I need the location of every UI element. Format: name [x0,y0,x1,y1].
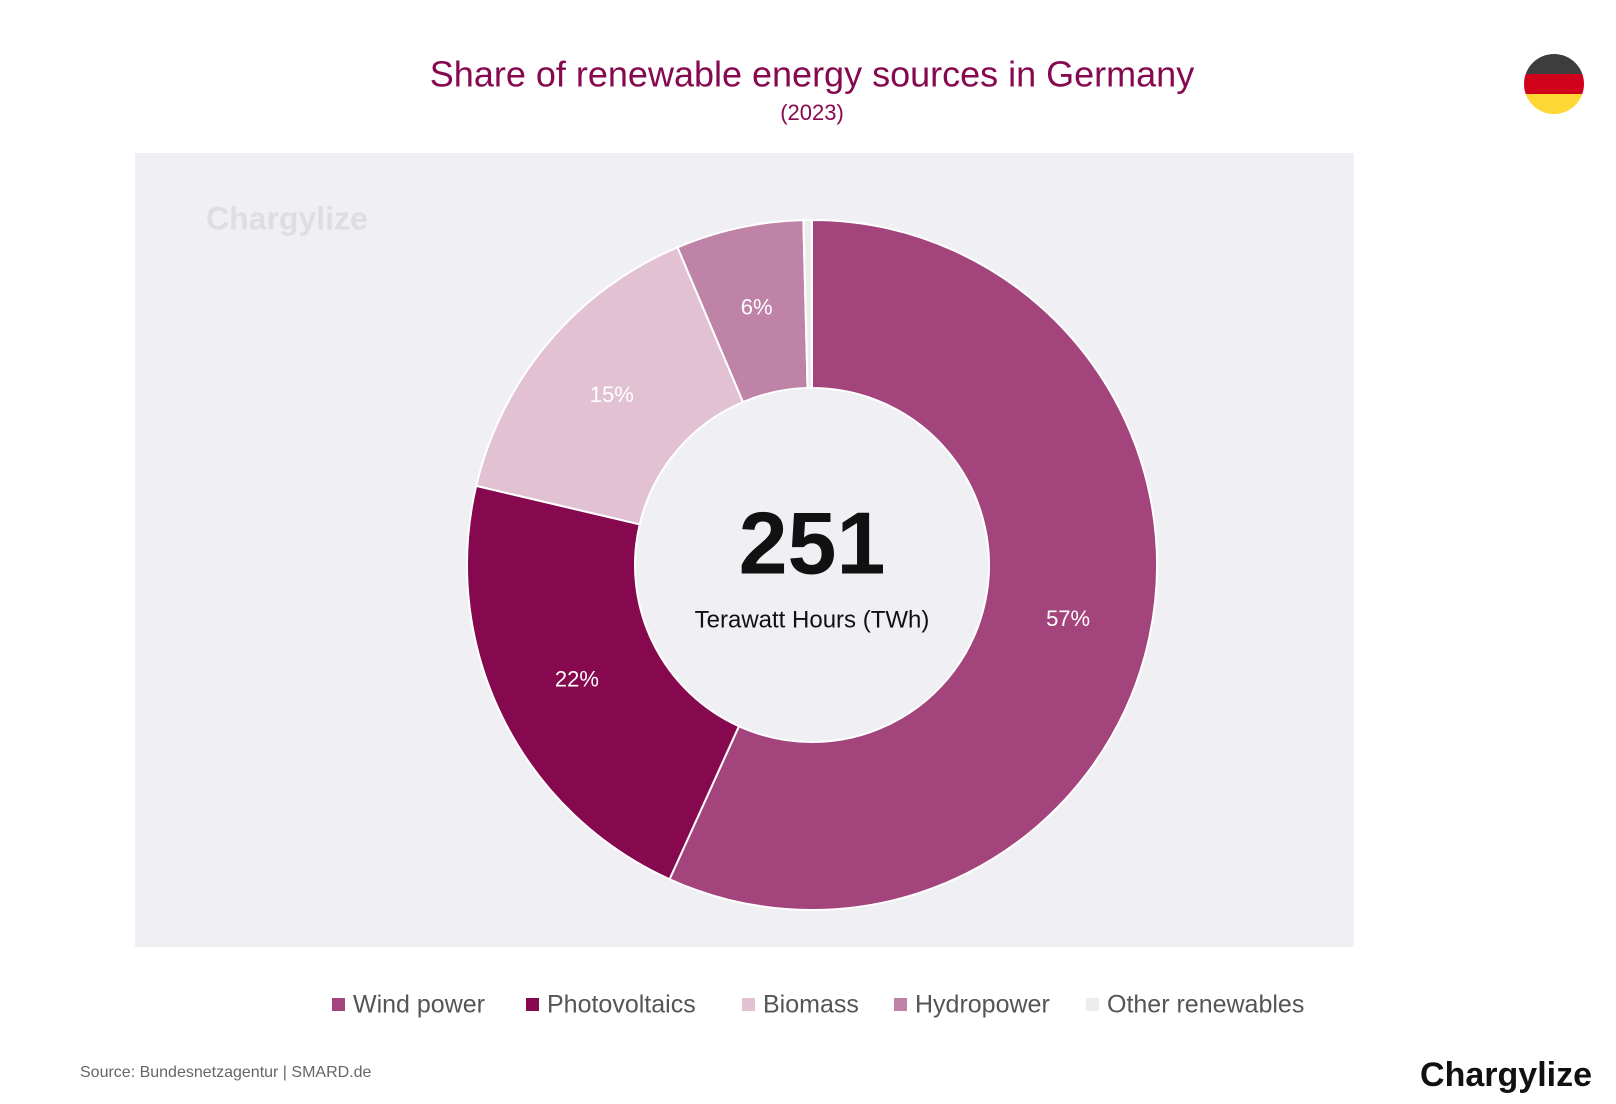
source: Source: Bundesnetzagentur | SMARD.de [80,1064,372,1081]
legend-swatch [894,998,907,1011]
flag [1524,54,1584,114]
legend-swatch [742,998,755,1011]
data-label: 57% [1046,606,1090,631]
legend-label: Wind power [353,991,485,1019]
legend-label: Hydropower [915,991,1050,1019]
legend-label: Biomass [763,991,859,1019]
data-label: 6% [741,295,773,320]
legend-swatch [332,998,345,1011]
data-label: 22% [555,666,599,691]
legend-label: Photovoltaics [547,991,696,1019]
donut-slice [802,218,813,390]
legend-label: Other renewables [1107,991,1304,1019]
legend-swatch [1086,998,1099,1011]
donut-slice [668,218,1158,911]
center-label: Terawatt Hours (TWh) [695,606,930,633]
data-label: 15% [590,382,634,407]
watermark: Chargylize [206,200,368,236]
brand-logo: Chargylize [1420,1056,1592,1094]
donut-slice [475,245,745,526]
donut-slice [466,484,741,881]
chart-subtitle: (2023) [780,100,844,125]
chart-title: Share of renewable energy sources in Ger… [430,54,1194,95]
legend-swatch [526,998,539,1011]
center-value: 251 [739,493,886,592]
